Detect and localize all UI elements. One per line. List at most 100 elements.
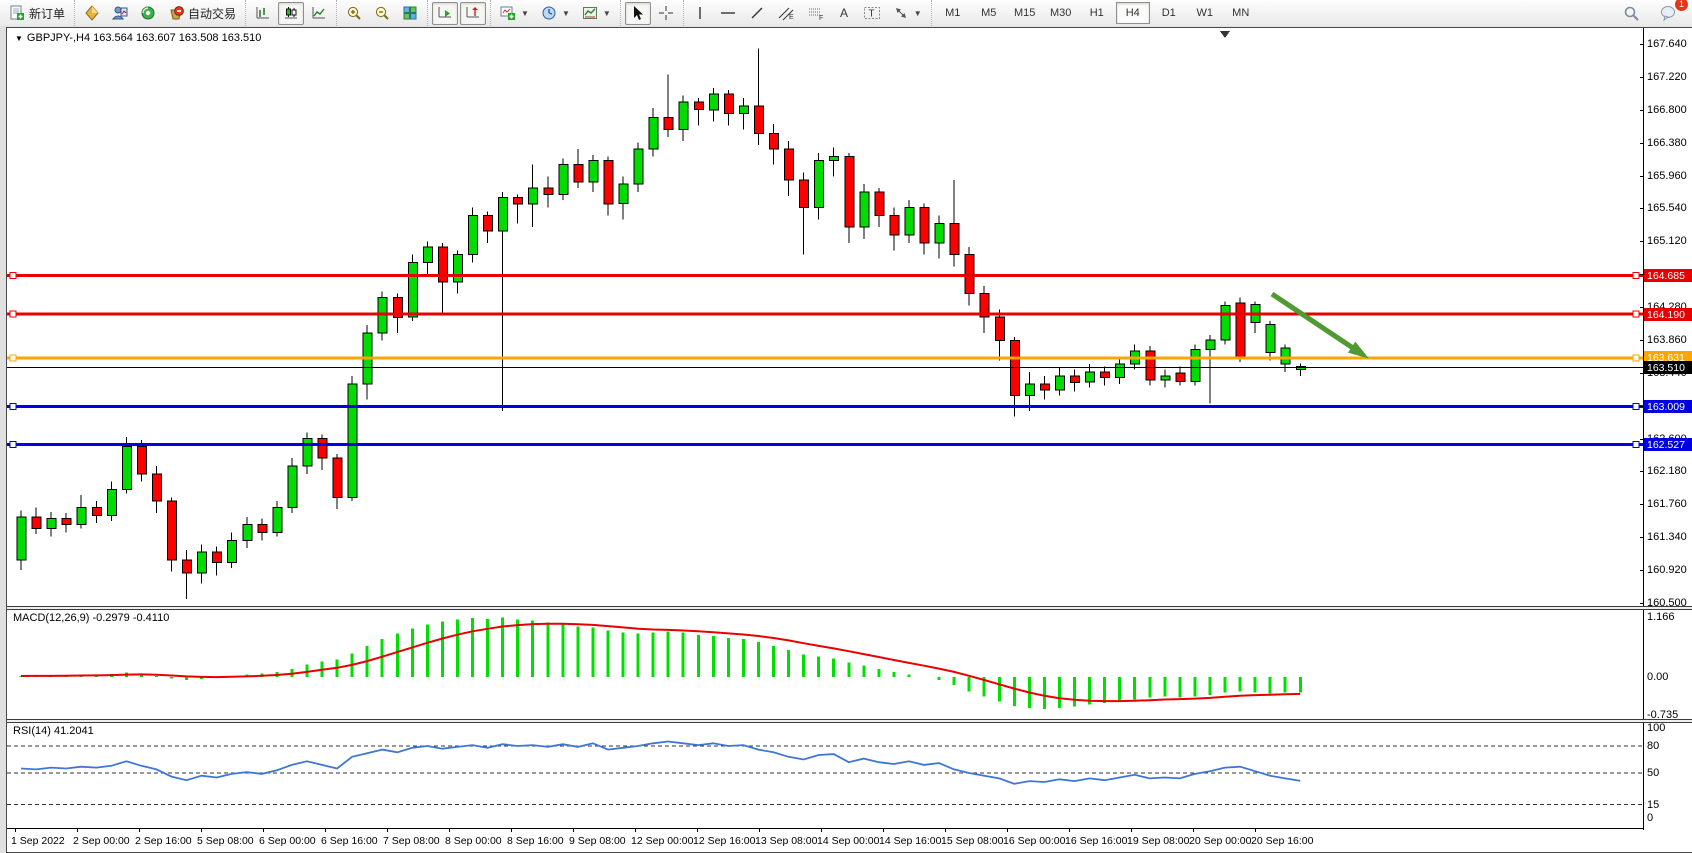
text-label-button[interactable]: T (858, 2, 886, 25)
macd-pane[interactable] (7, 610, 1643, 719)
timeframe-m5[interactable]: M5 (981, 7, 997, 19)
chart-line-button[interactable] (306, 2, 332, 25)
auto-trading-label: 自动交易 (188, 6, 237, 21)
date-tick (77, 828, 78, 832)
axis-tick (1640, 110, 1644, 111)
macd-tick-label: 1.166 (1647, 611, 1675, 623)
timeframe-m30[interactable]: M30 (1050, 7, 1072, 19)
date-tick (1007, 828, 1008, 832)
pane-separator[interactable] (7, 606, 1692, 610)
date-axis[interactable]: 1 Sep 2022 2 Sep 00:00 2 Sep 16:00 5 Sep 08… (7, 828, 1692, 851)
date-label: 8 Sep 00:00 (445, 835, 502, 847)
timeframe-m15[interactable]: M15 (1014, 7, 1036, 19)
date-tick (883, 828, 884, 832)
axis-tick (1640, 44, 1644, 45)
new-chart-button[interactable]: ▼ (495, 2, 534, 25)
clock-icon (541, 5, 557, 21)
axis-tick (1640, 143, 1644, 144)
date-label: 16 Sep 16:00 (1065, 835, 1128, 847)
axis-tick (1640, 340, 1644, 341)
styles-button[interactable] (79, 2, 105, 25)
price-tick-label: 165.540 (1647, 202, 1687, 214)
timeframe-w1[interactable]: W1 (1196, 7, 1213, 19)
market-profile-button[interactable] (107, 2, 133, 25)
date-label: 20 Sep 00:00 (1189, 835, 1252, 847)
search-icon (1623, 5, 1640, 22)
chart-shift-button[interactable] (460, 1, 487, 25)
price-tick-label: 165.120 (1647, 235, 1687, 247)
date-tick (1131, 828, 1132, 832)
date-label: 19 Sep 08:00 (1127, 835, 1190, 847)
price-tick-label: 166.800 (1647, 104, 1687, 116)
timeframe-m1[interactable]: M1 (945, 7, 961, 19)
chart-candles-button[interactable] (278, 1, 305, 25)
price-level-label: 162.527 (1644, 438, 1692, 451)
new-chart-icon (500, 5, 516, 21)
price-tick-label: 166.380 (1647, 137, 1687, 149)
date-tick (1193, 828, 1194, 832)
timeframe-mn[interactable]: MN (1232, 7, 1250, 19)
palette-icon (84, 5, 100, 21)
trendline-button[interactable] (744, 2, 770, 25)
signals-button[interactable] (135, 2, 161, 25)
rsi-pane[interactable] (7, 723, 1643, 828)
date-label: 2 Sep 16:00 (135, 835, 192, 847)
price-level-label: 163.631 (1644, 351, 1692, 364)
auto-trading-button[interactable]: 自动交易 (163, 2, 241, 25)
main-toolbar: 新订单 自动交易 ▼ ▼ ▼ (0, 0, 1692, 27)
date-label: 12 Sep 00:00 (631, 835, 694, 847)
timeframe-h4[interactable]: H4 (1115, 2, 1150, 24)
crosshair-button[interactable] (653, 2, 679, 25)
new-order-icon (9, 5, 25, 21)
text-icon: A (837, 5, 851, 21)
periods-button[interactable]: ▼ (536, 2, 575, 25)
collapse-triangle-icon: ▼ (15, 34, 23, 43)
signal-icon (140, 5, 156, 21)
new-order-button[interactable]: 新订单 (4, 2, 70, 25)
notifications-button[interactable]: 1 (1655, 0, 1689, 25)
window-frame: ▼ GBPJPY-,H4 163.564 163.607 163.508 163.… (0, 26, 1692, 853)
equidistant-channel-button[interactable]: E (772, 2, 800, 25)
timeframe-group: M1 M5 M15 M30 H1 H4 D1 W1 MN (930, 0, 1262, 26)
auto-scroll-button[interactable] (432, 1, 459, 25)
vertical-line-button[interactable] (688, 2, 712, 25)
templates-button[interactable]: ▼ (577, 2, 616, 25)
line-chart-icon (311, 5, 327, 21)
cursor-button[interactable] (624, 1, 651, 25)
main-chart-pane[interactable] (7, 28, 1643, 606)
date-label: 12 Sep 16:00 (693, 835, 756, 847)
axis-tick (1640, 471, 1644, 472)
price-axis[interactable]: 167.640 167.220 166.800 166.380 165.960 165.5… (1640, 28, 1692, 830)
arrows-button[interactable]: ▼ (888, 2, 927, 25)
bar-chart-icon (255, 5, 271, 21)
zoom-in-button[interactable] (341, 2, 367, 25)
price-tick-label: 167.640 (1647, 38, 1687, 50)
auto-trading-icon (168, 5, 184, 21)
chart-window: ▼ GBPJPY-,H4 163.564 163.607 163.508 163.… (6, 27, 1692, 853)
date-tick (263, 828, 264, 832)
rsi-label: RSI(14) 41.2041 (13, 725, 94, 737)
search-button[interactable] (1618, 2, 1645, 25)
trendline-icon (749, 5, 765, 21)
date-label: 20 Sep 16:00 (1251, 835, 1314, 847)
svg-text:T: T (868, 9, 874, 20)
zoom-out-button[interactable] (369, 2, 395, 25)
fibonacci-button[interactable]: F (802, 2, 830, 25)
tile-windows-button[interactable] (397, 2, 423, 25)
symbol-label: GBPJPY-,H4 163.564 163.607 163.508 163.5… (26, 32, 262, 44)
rsi-tick-label: 0 (1647, 812, 1654, 824)
channel-icon: E (777, 5, 795, 21)
date-tick (1069, 828, 1070, 832)
crosshair-icon (658, 5, 674, 21)
text-button[interactable]: A (832, 2, 856, 25)
svg-text:A: A (840, 6, 848, 20)
date-label: 6 Sep 00:00 (259, 835, 316, 847)
horizontal-line-button[interactable] (714, 2, 742, 25)
timeframe-h1[interactable]: H1 (1089, 7, 1104, 19)
pane-separator[interactable] (7, 719, 1692, 723)
macd-tick-label: -0.735 (1647, 709, 1679, 721)
chart-bars-button[interactable] (250, 2, 276, 25)
price-level-label: 163.510 (1644, 361, 1692, 374)
timeframe-d1[interactable]: D1 (1161, 7, 1176, 19)
symbol-info: ▼ GBPJPY-,H4 163.564 163.607 163.508 163.… (15, 32, 261, 44)
